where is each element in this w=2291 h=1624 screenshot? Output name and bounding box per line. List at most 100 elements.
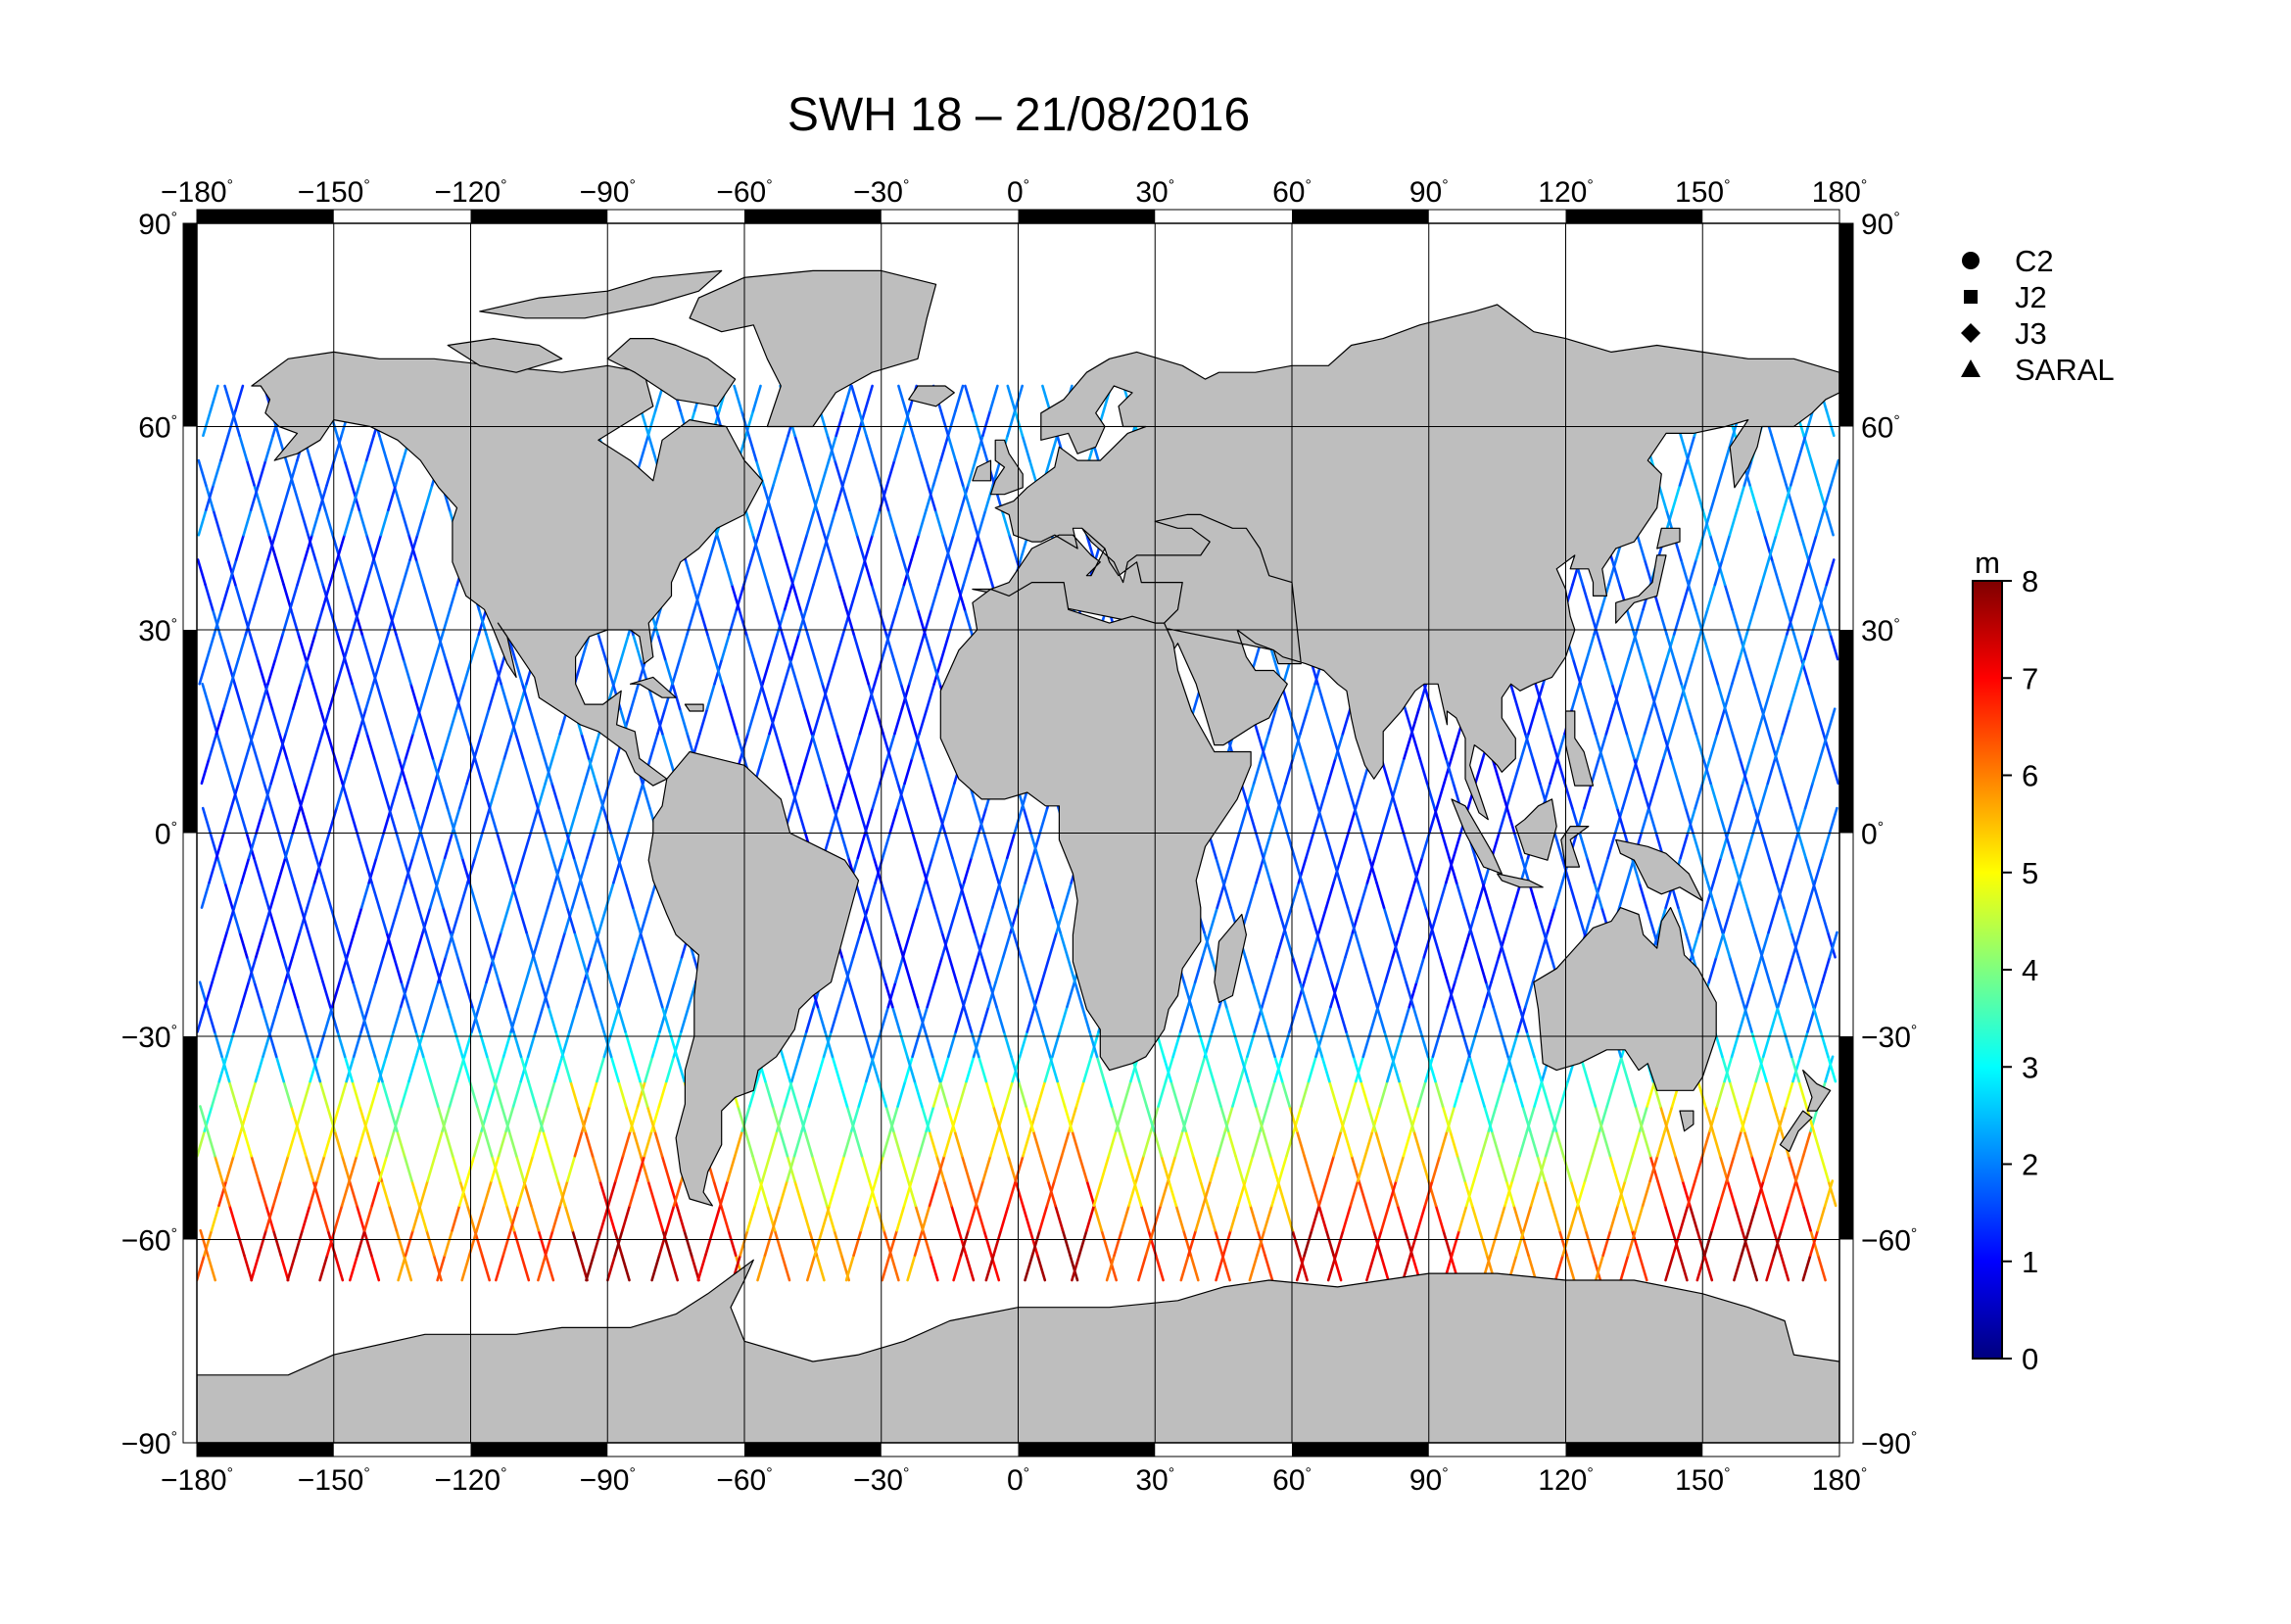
lat-tick-label-left: 0° <box>155 819 177 851</box>
colorbar-tick-label: 6 <box>2022 759 2038 793</box>
land-polygon <box>1514 798 1557 861</box>
lat-tick-label-left: 90° <box>138 209 177 241</box>
lon-tick-label-bottom: 180° <box>1812 1464 1867 1497</box>
frame-bar-left <box>183 630 197 834</box>
lat-tick-label-left: 30° <box>138 615 177 647</box>
legend-square-symbol <box>1964 290 1978 304</box>
lon-tick-label-top: 0° <box>1007 176 1029 209</box>
colorbar-tick-label: 1 <box>2022 1245 2038 1279</box>
swh-colorbar: m 0 1 2 3 4 5 6 7 8 <box>1972 546 2038 1376</box>
land-polygon <box>447 338 563 373</box>
frame-bar-top <box>197 210 334 223</box>
land-polygon <box>1564 710 1595 787</box>
colorbar-unit-label: m <box>1975 546 2000 580</box>
lat-tick-label-left: −90° <box>121 1428 177 1460</box>
lon-tick-label-top: 60° <box>1272 176 1312 209</box>
lon-tick-label-bottom: −180° <box>161 1464 233 1497</box>
land-polygon <box>479 269 723 319</box>
frame-bar-top <box>1565 210 1703 223</box>
frame-bar-left <box>183 1036 197 1240</box>
lon-tick-label-bottom: 150° <box>1675 1464 1730 1497</box>
colorbar-tick-label: 5 <box>2022 856 2038 890</box>
frame-border-right <box>1838 222 1854 1444</box>
lon-tick-label-bottom: −90° <box>580 1464 636 1497</box>
colorbar-tick-label: 7 <box>2022 661 2038 695</box>
lat-tick-label-left: −30° <box>121 1022 177 1054</box>
lat-tick-label-right: 90° <box>1861 209 1900 241</box>
lon-tick-label-top: 30° <box>1135 176 1174 209</box>
lat-tick-label-right: 30° <box>1861 615 1900 647</box>
frame-bar-bottom <box>1292 1443 1429 1457</box>
frame-bar-top <box>470 210 608 223</box>
colorbar-tick-label: 8 <box>2022 564 2038 598</box>
colorbar-tick-label: 2 <box>2022 1148 2038 1182</box>
colorbar-tick-label: 3 <box>2022 1050 2038 1084</box>
frame-border-top <box>196 209 1840 224</box>
land-polygon <box>1656 527 1681 549</box>
legend-label: J3 <box>2015 316 2047 351</box>
frame-border-left <box>182 222 198 1444</box>
lon-tick-label-bottom: −120° <box>435 1464 507 1497</box>
land-polygon <box>689 269 937 428</box>
land-polygon <box>1802 1070 1832 1112</box>
lon-tick-label-top: 90° <box>1409 176 1449 209</box>
lon-tick-label-bottom: 90° <box>1409 1464 1449 1497</box>
land-polygon <box>1615 838 1703 902</box>
land-polygon <box>1214 913 1247 1003</box>
land-polygon <box>972 459 992 482</box>
land-polygon <box>606 338 737 407</box>
axis-tick-labels: −180° −180° −150° −150° −120° −120° −90° −90° −6… <box>121 176 1918 1497</box>
frame-bar-top <box>1292 210 1429 223</box>
frame-bar-top <box>744 210 882 223</box>
land-polygon <box>1497 873 1544 888</box>
lon-tick-label-top: 120° <box>1538 176 1593 209</box>
frame-scale-bars <box>182 209 1854 1457</box>
lat-tick-label-left: 60° <box>138 412 177 445</box>
legend-label: C2 <box>2015 244 2054 278</box>
frame-bar-right <box>1839 223 1853 427</box>
frame-bar-bottom <box>744 1443 882 1457</box>
land-polygon <box>629 676 677 698</box>
legend-circle-symbol <box>1962 252 1980 269</box>
land-polygon <box>972 304 1839 821</box>
land-polygon <box>647 750 860 1207</box>
lon-tick-label-bottom: −60° <box>716 1464 772 1497</box>
legend-label: SARAL <box>2015 353 2115 387</box>
lat-tick-label-right: −90° <box>1861 1428 1917 1460</box>
colorbar-gradient <box>1972 580 2003 1360</box>
frame-bar-left <box>183 223 197 427</box>
lon-tick-label-top: −30° <box>853 176 909 209</box>
land-polygon <box>989 439 1024 496</box>
frame-bar-top <box>1018 210 1156 223</box>
lon-tick-label-bottom: 60° <box>1272 1464 1312 1497</box>
lon-tick-label-bottom: 120° <box>1538 1464 1593 1497</box>
land-polygon <box>1533 907 1717 1091</box>
land-polygon <box>251 351 764 787</box>
lon-tick-label-top: −150° <box>298 176 370 209</box>
lat-tick-label-left: −60° <box>121 1225 177 1258</box>
lon-tick-label-bottom: 0° <box>1007 1464 1029 1497</box>
land-polygon <box>908 385 955 407</box>
colorbar-tick-label: 4 <box>2022 953 2038 987</box>
frame-bar-bottom <box>470 1443 608 1457</box>
legend-label: J2 <box>2015 280 2047 314</box>
lon-tick-label-bottom: −150° <box>298 1464 370 1497</box>
land-polygon <box>1615 554 1667 624</box>
lat-tick-label-right: 60° <box>1861 412 1900 445</box>
lon-tick-label-bottom: 30° <box>1135 1464 1174 1497</box>
legend-triangle-symbol <box>1961 359 1981 377</box>
lat-tick-label-right: 0° <box>1861 819 1884 851</box>
lon-tick-label-top: 180° <box>1812 176 1867 209</box>
lon-tick-label-top: −180° <box>161 176 233 209</box>
lon-tick-label-bottom: −30° <box>853 1464 909 1497</box>
lon-tick-label-top: −120° <box>435 176 507 209</box>
lon-tick-label-top: 150° <box>1675 176 1730 209</box>
lon-tick-label-top: −60° <box>716 176 772 209</box>
lat-tick-label-right: −30° <box>1861 1022 1917 1054</box>
legend-diamond-symbol <box>1961 323 1981 343</box>
land-polygon <box>684 703 704 712</box>
frame-bar-right <box>1839 630 1853 834</box>
